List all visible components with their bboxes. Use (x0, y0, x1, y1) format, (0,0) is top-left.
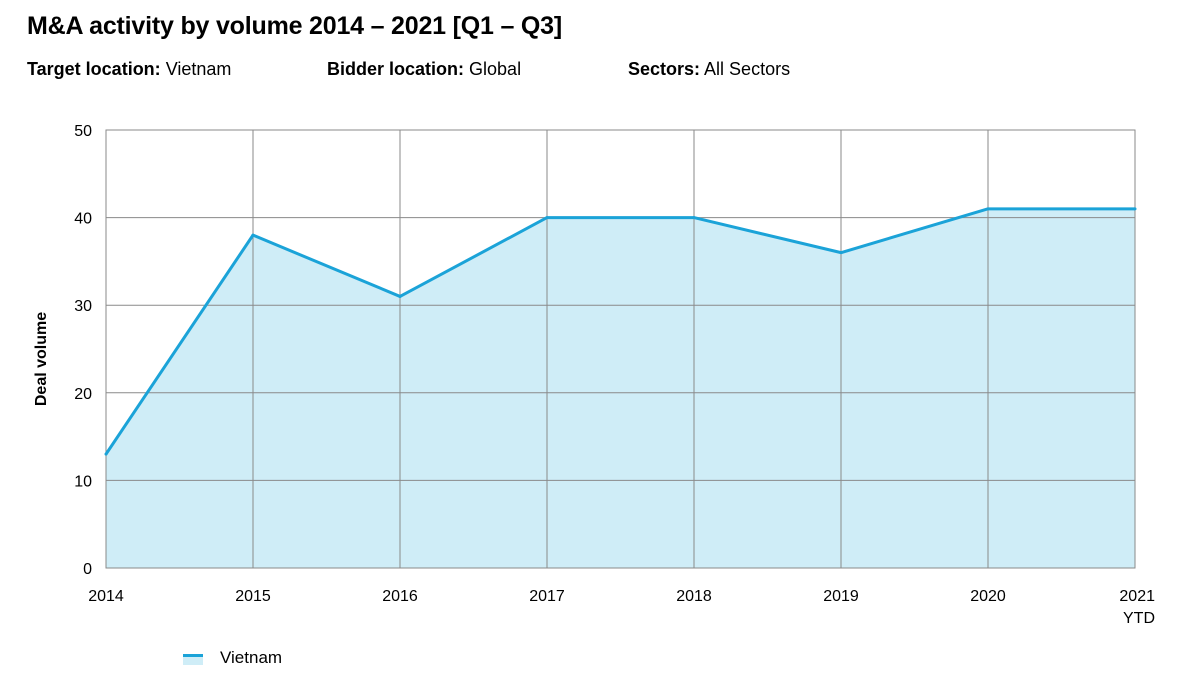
x-tick-sublabel-2021: YTD (1123, 610, 1155, 627)
x-tick-label-2021: 2021 (1119, 588, 1155, 605)
data-point-2018 (692, 216, 696, 220)
sectors-filter: Sectors: All Sectors (628, 59, 790, 80)
data-point-2015 (251, 233, 255, 237)
area-layer (106, 208, 1135, 568)
sectors-label: Sectors: (628, 59, 701, 79)
line-layer (104, 207, 1137, 456)
sectors-value: All Sectors (704, 59, 791, 79)
target-location-filter: Target location: Vietnam (27, 59, 231, 80)
data-point-2019 (839, 251, 843, 255)
plot-frame (105, 129, 1136, 569)
filter-bar: Target location: Vietnam Bidder location… (27, 59, 1167, 83)
data-point-2021 (1133, 207, 1137, 211)
y-axis-title: Deal volume (33, 312, 50, 406)
target-location-label: Target location: (27, 59, 161, 79)
axes-layer: 0 10 20 30 40 50 2014 2015 2016 2017 2018 2019 2020 2… (33, 123, 1155, 627)
y-tick-label-10: 10 (74, 473, 92, 490)
data-point-2016 (398, 294, 402, 298)
series-line-vietnam (104, 207, 1135, 455)
data-point-2017 (545, 216, 549, 220)
chart-title: M&A activity by volume 2014 – 2021 [Q1 –… (27, 12, 562, 40)
y-tick-label-30: 30 (74, 298, 92, 315)
legend-label-vietnam: Vietnam (220, 648, 283, 667)
data-point-2020 (986, 207, 990, 211)
data-point-2014 (104, 452, 108, 456)
target-location-value: Vietnam (165, 59, 232, 79)
bidder-location-label: Bidder location: (327, 59, 465, 79)
y-tick-label-40: 40 (74, 211, 92, 228)
legend-swatch-vietnam (183, 654, 203, 665)
x-tick-label-2015: 2015 (235, 588, 271, 605)
bidder-location-filter: Bidder location: Global (327, 59, 521, 80)
bidder-location-value: Global (469, 59, 522, 79)
x-tick-label-2020: 2020 (970, 588, 1006, 605)
x-tick-label-2018: 2018 (676, 588, 712, 605)
y-tick-label-20: 20 (74, 386, 92, 403)
x-tick-label-2017: 2017 (529, 588, 565, 605)
y-tick-label-50: 50 (74, 123, 92, 140)
x-tick-label-2019: 2019 (823, 588, 859, 605)
series-area-vietnam (106, 208, 1135, 568)
x-tick-label-2016: 2016 (382, 588, 418, 605)
y-tick-label-0: 0 (83, 561, 92, 578)
x-tick-label-2014: 2014 (88, 588, 124, 605)
